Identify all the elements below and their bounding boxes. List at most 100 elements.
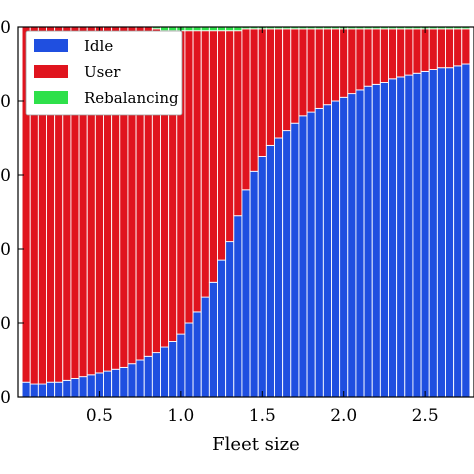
bar-idle-33 (290, 122, 300, 398)
bar-idle-8 (86, 374, 96, 398)
bar-user-22 (200, 30, 210, 298)
bar-user-48 (412, 28, 422, 74)
bar-idle-32 (282, 130, 292, 398)
bar-user-32 (282, 28, 292, 132)
x-tick-label: 2.0 (330, 406, 357, 426)
bar-user-47 (404, 28, 414, 76)
x-tick-label: 0.5 (86, 406, 113, 426)
bar-idle-0 (21, 381, 31, 398)
bar-idle-53 (453, 65, 463, 398)
bar-user-49 (420, 28, 430, 72)
x-axis-label: Fleet size (212, 434, 300, 455)
bar-idle-49 (420, 70, 430, 398)
bar-idle-46 (396, 76, 406, 398)
y-tick-label: 0 (0, 388, 11, 408)
bar-idle-54 (461, 63, 471, 398)
bar-idle-13 (127, 363, 137, 398)
bar-idle-24 (217, 259, 227, 398)
bar-idle-12 (119, 366, 129, 398)
bar-idle-45 (388, 78, 398, 398)
bar-idle-20 (184, 322, 194, 398)
bar-idle-3 (46, 381, 56, 398)
bar-idle-25 (225, 241, 235, 398)
bar-idle-29 (257, 156, 267, 398)
plot-frame (17, 26, 474, 398)
bar-idle-19 (176, 333, 186, 398)
legend-swatch-rebalancing (34, 91, 68, 104)
x-tick-label: 2.5 (412, 406, 439, 426)
bar-user-23 (208, 30, 218, 283)
bar-user-20 (184, 30, 194, 324)
bar-idle-34 (298, 115, 308, 398)
bar-idle-52 (445, 67, 455, 398)
y-tick-label: 0 (0, 92, 11, 112)
bar-user-29 (257, 28, 267, 157)
bar-user-24 (217, 30, 227, 261)
bar-idle-36 (314, 107, 324, 398)
bar-idle-48 (412, 72, 422, 398)
bar-idle-39 (339, 96, 349, 398)
bar-user-44 (379, 28, 389, 83)
bar-idle-7 (78, 376, 88, 398)
bar-idle-28 (249, 170, 259, 398)
bar-user-50 (428, 28, 438, 71)
x-tick-label: 1.5 (249, 406, 276, 426)
bar-user-31 (274, 28, 284, 139)
ticks-layer: 0.5 1.0 1.5 2.0 2.5 0 0 0 0 0 0 (0, 18, 438, 426)
bar-idle-2 (37, 383, 47, 398)
bar-user-40 (347, 28, 357, 95)
bar-idle-26 (233, 215, 243, 398)
bar-user-21 (192, 30, 202, 313)
bar-user-38 (331, 28, 341, 102)
bar-user-34 (298, 28, 308, 117)
bar-idle-47 (404, 74, 414, 398)
legend-label-rebalancing: Rebalancing (84, 89, 179, 107)
bar-idle-11 (111, 368, 121, 398)
bar-user-54 (461, 28, 471, 65)
bar-user-28 (249, 28, 259, 172)
bar-idle-44 (379, 82, 389, 398)
bar-user-45 (388, 28, 398, 80)
legend-label-user: User (84, 63, 121, 81)
bar-idle-42 (363, 85, 373, 398)
y-tick-label: 0 (0, 166, 11, 186)
bar-idle-51 (436, 67, 446, 398)
bar-user-43 (371, 28, 381, 85)
bar-idle-14 (135, 359, 145, 398)
bar-idle-43 (371, 83, 381, 398)
bar-user-25 (225, 30, 235, 243)
bar-idle-27 (241, 189, 251, 398)
bar-user-41 (355, 28, 365, 91)
legend-label-idle: Idle (84, 37, 113, 55)
bar-user-46 (396, 28, 406, 78)
bar-idle-35 (306, 111, 316, 398)
bar-user-33 (290, 28, 300, 124)
bar-idle-4 (54, 381, 64, 398)
bar-user-53 (453, 28, 463, 67)
bar-idle-21 (192, 311, 202, 398)
bar-idle-22 (200, 296, 210, 398)
legend-swatch-user (34, 65, 68, 78)
bar-idle-50 (428, 69, 438, 398)
y-tick-label: 0 (0, 18, 11, 38)
bar-idle-37 (322, 104, 332, 398)
x-tick-label: 1.0 (167, 406, 194, 426)
bar-idle-18 (168, 341, 178, 398)
bar-idle-40 (347, 93, 357, 398)
bar-user-36 (314, 28, 324, 109)
bar-user-42 (363, 28, 373, 87)
bar-idle-41 (355, 89, 365, 398)
bar-idle-38 (331, 100, 341, 398)
bar-idle-1 (29, 383, 39, 398)
bar-idle-31 (274, 137, 284, 398)
bar-idle-10 (103, 370, 113, 398)
legend-swatch-idle (34, 39, 68, 52)
bar-idle-5 (62, 379, 72, 398)
bar-user-39 (339, 28, 349, 98)
y-tick-label: 0 (0, 314, 11, 334)
bar-idle-17 (160, 346, 170, 398)
y-tick-label: 0 (0, 240, 11, 260)
bar-user-30 (265, 28, 275, 146)
bar-idle-16 (151, 352, 161, 398)
